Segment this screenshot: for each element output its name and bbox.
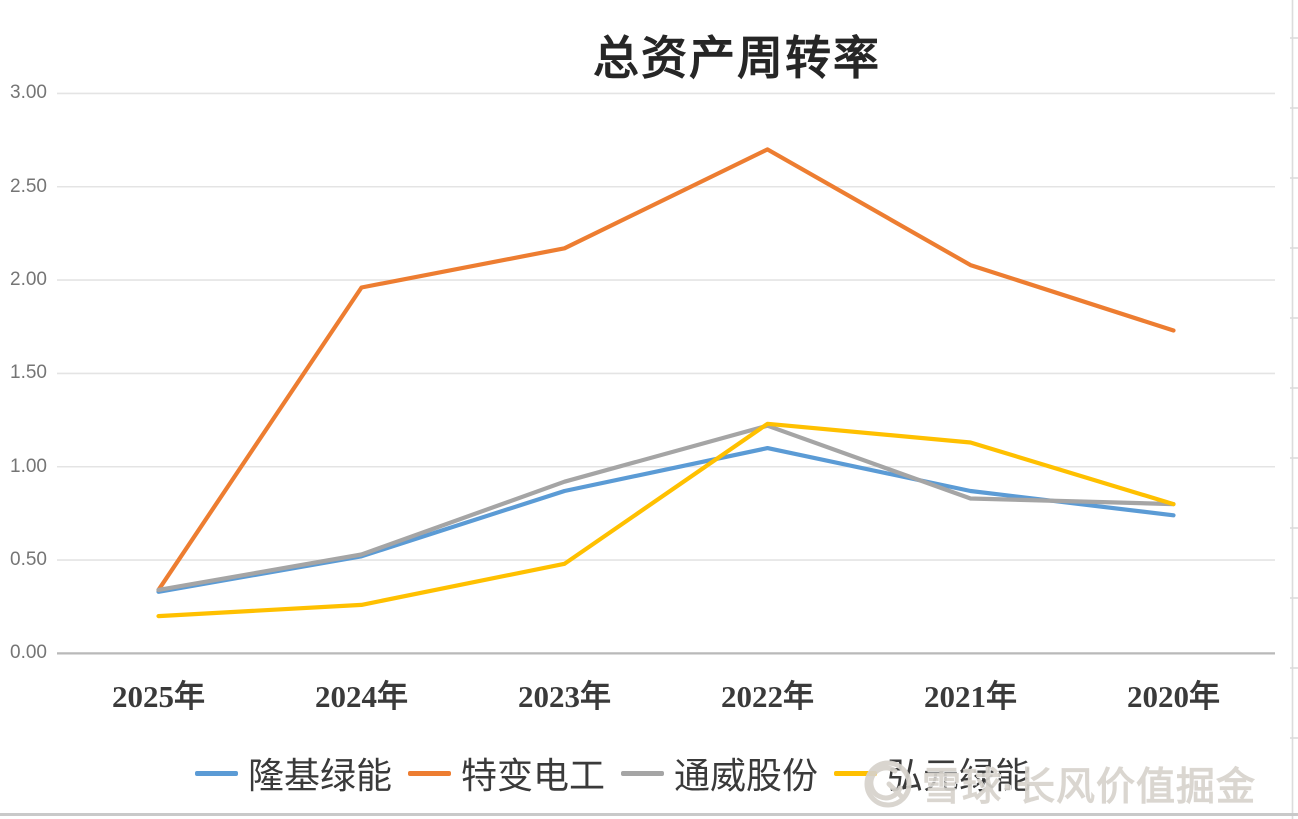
- series-line-3: [156, 421, 1176, 619]
- legend-item-3: 弘元绿能: [834, 747, 1031, 799]
- legend-swatch-icon: [195, 770, 238, 776]
- series-line-0: [156, 446, 1176, 594]
- chart-title: 总资产周转率: [593, 33, 881, 84]
- x-category-label: 2021年: [924, 679, 1017, 714]
- y-tick-label: 3.00: [10, 82, 47, 104]
- legend-label: 特变电工: [461, 756, 606, 796]
- x-category-label: 2020年: [1127, 679, 1220, 714]
- x-category-label: 2025年: [112, 679, 205, 714]
- legend-item-0: 隆基绿能: [195, 747, 392, 799]
- legend-item-1: 特变电工: [408, 747, 605, 799]
- legend-swatch-icon: [621, 770, 665, 776]
- series-line-1: [156, 147, 1176, 593]
- legend-item-2: 通威股份: [621, 747, 818, 799]
- y-tick-label: 2.00: [10, 269, 47, 291]
- x-category-label: 2024年: [315, 679, 408, 714]
- legend-label: 隆基绿能: [248, 756, 393, 796]
- legend-label: 通威股份: [674, 756, 819, 796]
- chart-legend: 隆基绿能 特变电工 通威股份 弘元绿能: [195, 747, 1031, 799]
- x-category-label: 2023年: [518, 679, 611, 714]
- x-category-label: 2022年: [721, 679, 814, 714]
- legend-label: 弘元绿能: [887, 756, 1032, 796]
- legend-swatch-icon: [408, 770, 452, 776]
- y-tick-label: 1.50: [10, 362, 47, 384]
- legend-swatch-icon: [834, 770, 878, 776]
- y-tick-label: 1.00: [10, 455, 47, 477]
- y-tick-label: 0.00: [10, 642, 47, 664]
- y-tick-label: 2.50: [10, 175, 47, 197]
- bottom-border-line: [0, 813, 1298, 816]
- series-line-2: [156, 423, 1176, 593]
- y-tick-label: 0.50: [10, 549, 47, 571]
